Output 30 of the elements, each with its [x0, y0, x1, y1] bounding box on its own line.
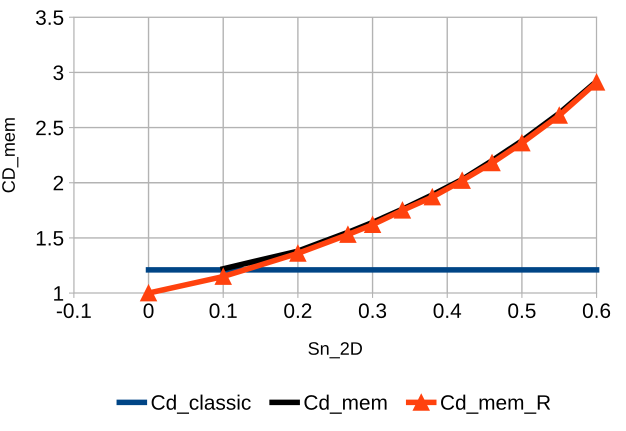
point [550, 107, 568, 124]
y-tick-label: 1.5 [36, 231, 64, 246]
point [364, 216, 381, 234]
point [514, 134, 530, 152]
x-axis-title: Sn_2D [308, 342, 362, 358]
x-tick-label: 0.6 [582, 303, 610, 318]
y-axis-title: CD_mem [2, 118, 18, 192]
y-tick-label: 2 [54, 176, 64, 190]
point [394, 202, 411, 219]
point [140, 284, 157, 302]
x-tick-label: 0.5 [508, 303, 536, 318]
y-tick-label: 3.5 [36, 10, 64, 25]
y-tick-label: 1 [54, 286, 64, 301]
y-tick-label: 2.5 [36, 120, 64, 136]
legend-label: Cd_classic [152, 394, 251, 414]
x-tick-label: 0.3 [358, 303, 386, 318]
point [340, 226, 356, 243]
point [454, 172, 470, 189]
point [214, 268, 232, 285]
y-tick-label: 3 [53, 65, 64, 80]
x-tick-label: 0.1 [210, 303, 237, 318]
point [484, 154, 500, 172]
legend-label: Cd_mem [304, 394, 387, 414]
x-tick-label: 0 [144, 303, 154, 318]
point [290, 245, 306, 262]
legend-label: Cd_mem_R [441, 394, 550, 414]
x-tick-label: -0.1 [56, 303, 91, 318]
point [424, 188, 441, 206]
x-tick-label: 0.4 [434, 303, 462, 318]
x-tick-label: 0.2 [284, 303, 312, 318]
